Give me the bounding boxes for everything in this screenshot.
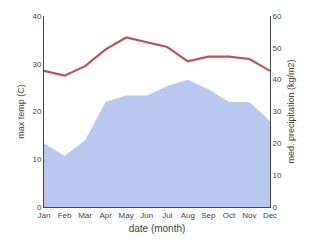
svg-text:40: 40 (32, 12, 41, 21)
svg-text:10: 10 (32, 155, 41, 164)
svg-text:date (month): date (month) (129, 223, 186, 234)
svg-text:0: 0 (273, 203, 278, 212)
svg-text:med. precipitation (kg/m2): med. precipitation (kg/m2) (286, 59, 296, 163)
svg-text:Oct: Oct (223, 211, 236, 220)
svg-text:May: May (119, 211, 134, 220)
svg-text:60: 60 (273, 12, 282, 21)
svg-text:Dec: Dec (263, 211, 277, 220)
svg-text:30: 30 (273, 107, 282, 116)
svg-text:Mar: Mar (78, 211, 92, 220)
svg-text:10: 10 (273, 171, 282, 180)
svg-text:30: 30 (32, 60, 41, 69)
svg-text:0: 0 (37, 203, 42, 212)
svg-text:Jul: Jul (162, 211, 172, 220)
svg-text:Feb: Feb (58, 211, 72, 220)
svg-text:Apr: Apr (99, 211, 112, 220)
svg-text:max temp (C): max temp (C) (16, 84, 26, 139)
svg-text:Jun: Jun (140, 211, 153, 220)
svg-text:Jan: Jan (38, 211, 51, 220)
svg-text:Sep: Sep (201, 211, 216, 220)
svg-text:50: 50 (273, 44, 282, 53)
svg-text:20: 20 (32, 107, 41, 116)
svg-text:Aug: Aug (181, 211, 195, 220)
svg-text:40: 40 (273, 75, 282, 84)
svg-text:Nov: Nov (242, 211, 256, 220)
svg-text:20: 20 (273, 139, 282, 148)
